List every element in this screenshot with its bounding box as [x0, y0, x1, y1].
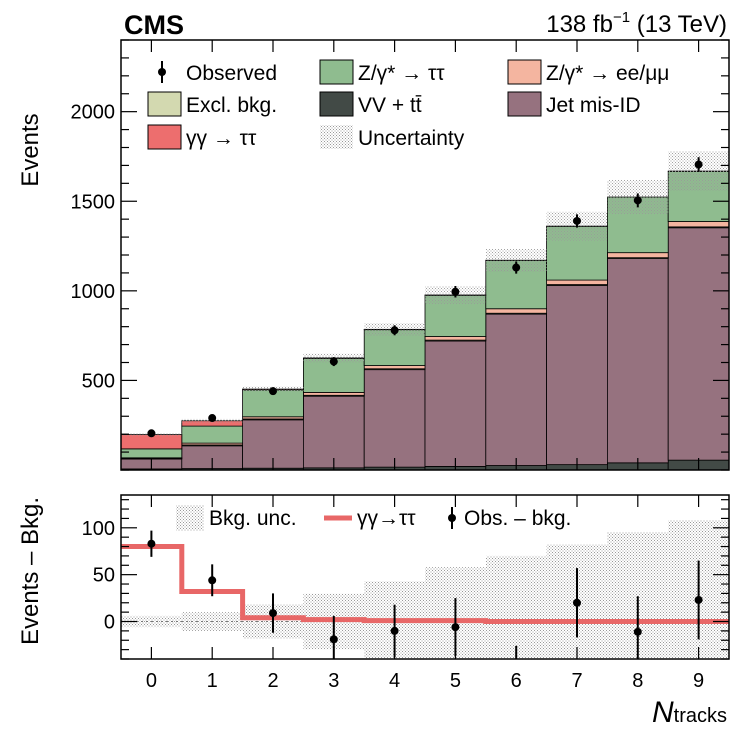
- bar-z-1: [181, 425, 244, 444]
- x-axis-subscript: tracks: [674, 705, 727, 727]
- legend-label-bkg-unc: Bkg. unc.: [209, 507, 297, 530]
- legend-label-vv-tt: VV + tt̄: [358, 94, 422, 117]
- bar-jet-mis-id-6: [485, 313, 547, 466]
- obs-minus-bkg-point-3: [329, 635, 338, 644]
- top-panel: Observed Z/γ* → ττ Z/γ* → ee/μμ Excl. bkg. V…: [17, 39, 730, 471]
- legend-label-observed: Observed: [186, 62, 277, 85]
- bottom-axes: 0 1 2 3 4 5 6 7 8 9 0 50 100: [82, 494, 730, 692]
- obs-minus-bkg-point-2: [269, 609, 277, 618]
- lumi-energy: (13 TeV): [630, 11, 727, 38]
- x-tick-label-0: 0: [146, 670, 157, 692]
- observed-point-6: [512, 263, 521, 272]
- bottom-y-tick-label-0: 0: [104, 612, 115, 634]
- lumi-exponent: −1: [613, 9, 630, 26]
- bar-z-ee-3: [302, 392, 365, 396]
- x-tick-label-7: 7: [571, 670, 582, 692]
- top-axes: 500 1000 1500 2000: [71, 39, 730, 471]
- bar-z-ee-7: [546, 279, 608, 285]
- legend-label-excl-bkg: Excl. bkg.: [186, 94, 277, 117]
- legend-label-item: γγ → ττ: [186, 127, 257, 150]
- bar-jet-mis-id-4: [363, 369, 426, 468]
- top-y-tick-label-500: 500: [82, 370, 115, 392]
- legend-marker-obs-bkg: [448, 514, 456, 522]
- observed-point-0: [147, 429, 156, 438]
- observed-point-3: [329, 357, 338, 366]
- bar-jet-mis-id-3: [302, 395, 365, 469]
- top-y-axis-label: Events: [17, 113, 44, 186]
- bar-jet-mis-id-7: [546, 285, 608, 466]
- x-axis-symbol: N: [652, 696, 674, 729]
- obs-minus-bkg-points: [147, 530, 703, 659]
- observed-point-7: [573, 216, 581, 225]
- top-y-tick-label-2000: 2000: [71, 102, 116, 124]
- obs-minus-bkg-point-9: [694, 595, 703, 604]
- x-tick-label-2: 2: [267, 670, 278, 692]
- experiment-label: CMS: [124, 10, 184, 40]
- obs-minus-bkg-point-1: [208, 576, 217, 585]
- x-tick-label-3: 3: [328, 670, 339, 692]
- bar-jet-mis-id-5: [424, 340, 487, 467]
- luminosity-label: 138 fb−1 (13 TeV): [546, 9, 727, 38]
- observed-point-5: [451, 287, 460, 296]
- bar-jet-mis-id-8: [607, 258, 669, 464]
- observed-point-4: [390, 326, 399, 335]
- x-tick-label-6: 6: [511, 670, 522, 692]
- observed-points: [147, 157, 703, 438]
- obs-minus-bkg-point-0: [147, 539, 156, 548]
- bar-jet-mis-id-9: [667, 227, 729, 461]
- obs-minus-bkg-point-5: [451, 623, 460, 632]
- x-tick-label-8: 8: [632, 670, 643, 692]
- top-y-tick-label-1500: 1500: [71, 191, 116, 213]
- legend-swatch-z: [319, 59, 354, 85]
- bottom-panel: Bkg. unc. γγ→ττ Obs. – bkg. 0 1 2 3 4 5 6 7 8 9 0 50 1…: [17, 494, 730, 729]
- bkg-unc-band-6: [485, 555, 547, 659]
- legend-swatch-jet-mis-id: [507, 91, 542, 117]
- observed-point-9: [694, 160, 703, 169]
- top-y-tick-label-1000: 1000: [71, 281, 116, 303]
- bottom-y-tick-label-50: 50: [93, 565, 115, 587]
- obs-minus-bkg-point-4: [390, 626, 399, 635]
- x-tick-label-5: 5: [450, 670, 461, 692]
- legend-swatch-excl-bkg: [147, 91, 182, 117]
- uncertainty-band-6: [485, 248, 547, 272]
- bottom-frame: [120, 494, 730, 660]
- top-legend: Observed Z/γ* → ττ Z/γ* → ee/μμ Excl. bkg. V…: [147, 59, 669, 150]
- legend-label-z-ee: Z/γ* → ee/μμ: [546, 62, 669, 85]
- legend-label-obs-bkg: Obs. – bkg.: [464, 507, 571, 530]
- x-tick-label-1: 1: [207, 670, 218, 692]
- legend-swatch-z-ee: [507, 59, 542, 85]
- legend-label-uncertainty: Uncertainty: [358, 127, 465, 150]
- bar-z-4: [363, 329, 426, 366]
- legend-label-jet-mis-id: Jet mis-ID: [546, 94, 641, 117]
- bar-z-ee-8: [607, 252, 669, 259]
- x-tick-label-9: 9: [693, 670, 704, 692]
- bar-z-ee-6: [485, 308, 547, 314]
- legend-swatch-vv-tt: [319, 91, 354, 117]
- obs-minus-bkg-point-7: [573, 598, 581, 607]
- observed-point-1: [208, 414, 217, 423]
- legend-swatch-uncertainty: [320, 125, 353, 149]
- lumi-value: 138 fb: [546, 11, 613, 38]
- stacked-bars: [121, 170, 729, 470]
- legend-swatch-item: [147, 124, 182, 150]
- observed-point-8: [633, 196, 642, 205]
- bar-z-0: [121, 448, 183, 459]
- bar-z-ee-4: [363, 365, 426, 370]
- legend-swatch-bkg-unc: [176, 505, 204, 531]
- legend-label-item: γγ→ττ: [357, 507, 416, 530]
- bottom-y-axis-label: Events – Bkg.: [17, 497, 44, 645]
- x-tick-label-4: 4: [389, 670, 400, 692]
- bar-z-ee-5: [424, 336, 487, 341]
- observed-point-2: [269, 387, 277, 396]
- legend-marker-observed: [158, 68, 166, 76]
- bottom-legend: Bkg. unc. γγ→ττ Obs. – bkg.: [176, 505, 571, 531]
- bar-z-ee-9: [667, 221, 729, 228]
- obs-minus-bkg-point-8: [633, 627, 642, 636]
- legend-label-z: Z/γ* → ττ: [358, 62, 445, 85]
- bottom-y-tick-label-100: 100: [82, 518, 115, 540]
- x-axis-label: Ntracks: [652, 696, 727, 729]
